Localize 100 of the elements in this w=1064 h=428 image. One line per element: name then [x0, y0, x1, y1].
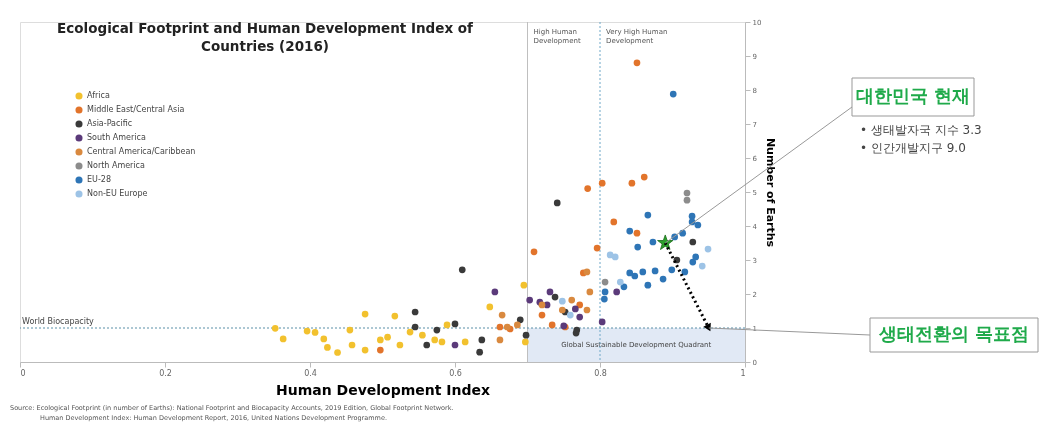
point	[496, 336, 504, 344]
point	[334, 349, 341, 356]
point	[651, 267, 659, 275]
point	[601, 278, 609, 286]
y-axis-title: Number of Earths	[764, 137, 778, 248]
point	[451, 341, 459, 349]
point	[683, 196, 691, 204]
x-axis-title: Human Development Index	[275, 381, 491, 398]
point	[391, 312, 399, 320]
point	[626, 269, 634, 277]
x-tick-label: 0.8	[594, 368, 607, 378]
annotation: 대한민국 현재	[855, 85, 971, 106]
point	[633, 59, 641, 67]
point	[692, 253, 700, 261]
point	[633, 229, 641, 237]
point	[558, 297, 566, 305]
point	[659, 275, 667, 283]
point	[530, 248, 538, 256]
point	[443, 321, 451, 329]
point	[598, 179, 606, 187]
point	[311, 329, 319, 336]
legend-label: EU-28	[87, 175, 111, 184]
point	[458, 266, 466, 274]
point	[566, 311, 574, 319]
point	[320, 335, 328, 343]
point	[423, 341, 431, 349]
point	[639, 268, 647, 276]
point	[584, 185, 592, 192]
point	[683, 189, 691, 197]
point	[546, 288, 554, 296]
point	[451, 320, 459, 328]
point	[538, 311, 546, 319]
point	[586, 288, 594, 296]
point	[598, 318, 606, 326]
point	[361, 346, 369, 354]
point	[644, 211, 652, 219]
x-tick-label: 0	[20, 368, 26, 378]
point	[616, 278, 624, 286]
point	[626, 227, 634, 235]
point	[438, 338, 446, 346]
point	[689, 258, 697, 266]
point	[669, 90, 677, 98]
point	[583, 268, 591, 276]
x-tick-label: 0.2	[159, 368, 172, 378]
point	[688, 212, 696, 220]
point	[303, 327, 311, 335]
point	[514, 321, 521, 329]
point	[634, 243, 642, 251]
point	[583, 306, 591, 314]
point	[431, 336, 439, 344]
legend-label: Non-EU Europe	[87, 189, 148, 198]
legend-label: Central America/Caribbean	[87, 147, 196, 156]
point	[433, 326, 441, 334]
legend-label: North America	[87, 161, 146, 170]
point	[520, 281, 528, 289]
point	[694, 221, 702, 229]
point	[548, 321, 556, 329]
point	[576, 301, 584, 309]
point	[376, 336, 384, 344]
point	[396, 341, 404, 349]
point	[521, 338, 529, 346]
point	[611, 253, 619, 261]
point	[271, 324, 279, 332]
point	[411, 323, 419, 331]
point	[279, 335, 287, 343]
x-tick-label: 0.6	[449, 368, 462, 378]
point	[553, 199, 561, 207]
x-tick-label: 0.4	[304, 368, 317, 378]
point	[601, 295, 608, 303]
point	[348, 341, 356, 349]
point	[498, 311, 506, 319]
point	[704, 245, 712, 253]
point	[640, 173, 648, 181]
point	[631, 272, 639, 280]
point	[324, 344, 331, 351]
point	[668, 266, 676, 274]
text: Ecological Footprint and Human Development Index of Countries (2016)	[57, 20, 474, 54]
point	[526, 296, 534, 304]
legend-label: South America	[87, 133, 146, 142]
text: • 생태발자국 지수 3.3	[860, 123, 982, 137]
point	[576, 313, 584, 321]
point	[486, 303, 494, 311]
point	[698, 262, 706, 270]
point	[649, 238, 657, 246]
point	[568, 296, 576, 304]
point	[346, 326, 354, 334]
point	[476, 348, 483, 356]
point	[406, 328, 414, 336]
point	[491, 288, 499, 296]
annotation: 생태전환의 목표점	[877, 323, 1030, 344]
legend-label: Africa	[87, 91, 110, 100]
point	[461, 338, 469, 346]
ref-line-label: World Biocapacity	[22, 317, 95, 326]
point	[551, 293, 559, 301]
point	[620, 283, 628, 291]
point	[411, 308, 419, 316]
point	[478, 336, 486, 344]
point	[644, 281, 652, 289]
text: • 인간개발지구 9.0	[860, 141, 966, 155]
point	[419, 331, 426, 339]
